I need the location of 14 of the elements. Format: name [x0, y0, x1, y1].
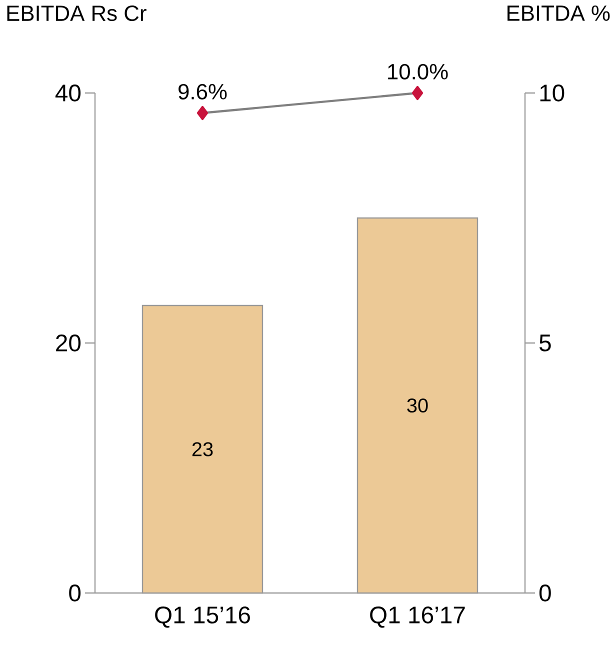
data-label: 10.0%	[388, 64, 448, 80]
y-tick-label: 20	[56, 334, 81, 352]
y-tick-label: 40	[55, 84, 81, 102]
y2-tick-label: 0	[539, 584, 551, 602]
y2-axis-title: EBITDA %	[508, 6, 610, 21]
y2-tick-label: 10	[540, 84, 564, 102]
data-label: 9.6%	[178, 84, 227, 100]
x-tick-label: Q1 16’17	[370, 606, 465, 628]
x-tick-label: Q1 15’16	[155, 606, 250, 628]
y2-tick-label: 5	[539, 334, 551, 352]
data-label: 30	[407, 398, 428, 413]
y-axis-title: EBITDA Rs Cr	[7, 6, 146, 22]
data-label: 23	[192, 442, 213, 456]
y-tick-label: 0	[69, 584, 81, 602]
